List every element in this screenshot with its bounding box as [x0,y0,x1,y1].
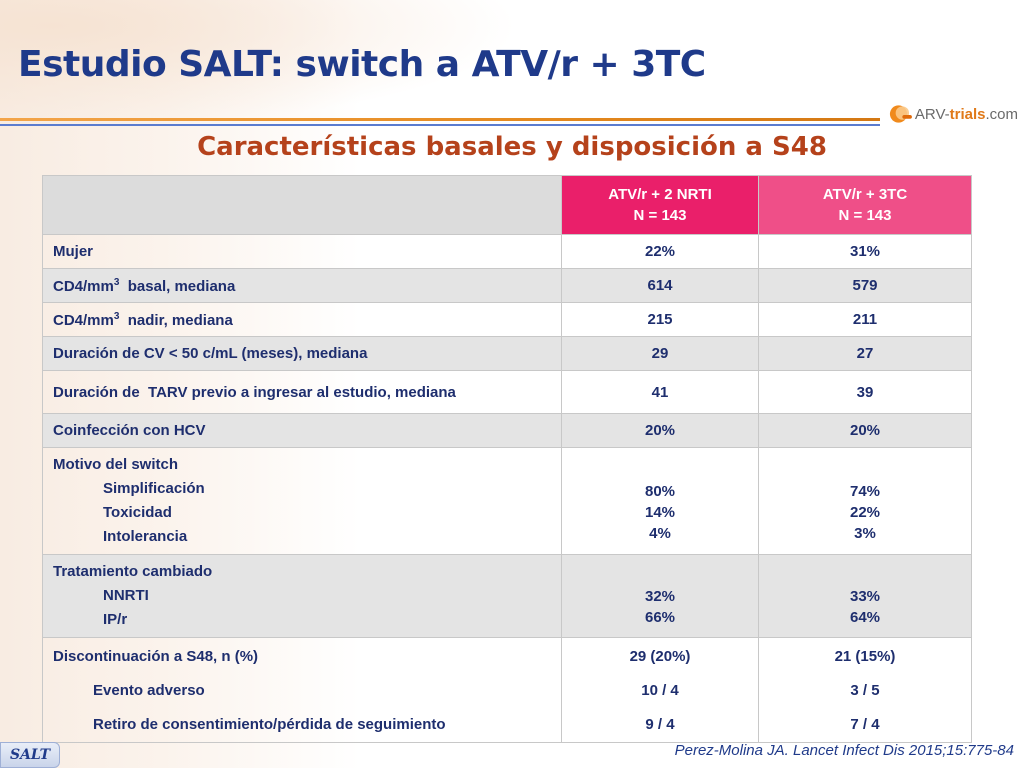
cell-arm1: 614 [561,268,759,303]
title-rule-orange [0,118,880,121]
table-row-switch-reason: Motivo del switch Simplificación Toxicid… [42,447,972,555]
cell-arm2: 20% [758,413,972,448]
changed-arm1-value: 32% [644,588,676,605]
switch-arm2-value: 3% [854,524,876,542]
changed-arm1-value: 66% [644,609,676,626]
changed-arm2-value: 33% [849,588,881,605]
table-row-discontinuation: Discontinuación a S48, n (%) Evento adve… [42,637,972,743]
discontinuation-arm2-value: 3 / 5 [850,682,880,699]
table-header-row: ATV/r + 2 NRTI N = 143 ATV/r + 3TC N = 1… [42,175,972,235]
background-glow-top [0,0,520,130]
row-label: Motivo del switch Simplificación Toxicid… [42,447,562,555]
table-row-changed-treatment: Tratamiento cambiado NNRTI IP/r 32% 66% … [42,554,972,638]
logo-text-main: ARV- [914,105,950,123]
discontinuation-arm2-value: 7 / 4 [850,716,880,733]
cell-arm1: 29 [561,336,759,371]
cell-arm1: 215 [561,302,759,337]
header-arm-atv-2nrti: ATV/r + 2 NRTI N = 143 [561,175,759,235]
header-arm1-name: ATV/r + 2 NRTI [608,186,712,203]
row-label-sup: 3 [113,276,120,288]
discontinuation-arm1-value: 10 / 4 [641,682,679,699]
table-row-mujer: Mujer 22% 31% [42,234,972,269]
cell-arm1: 22% [561,234,759,269]
table-row-cd4-nadir: CD4/mm3 nadir, mediana 215 211 [42,302,972,337]
discontinuation-label: Discontinuación a S48, n (%) [53,648,259,665]
cell-arm1: 29 (20%) 10 / 4 9 / 4 [561,637,759,743]
cell-arm2: 27 [758,336,972,371]
table-row-tarv-duration: Duración de TARV previo a ingresar al es… [42,370,972,414]
table-row-cv-duration: Duración de CV < 50 c/mL (meses), median… [42,336,972,371]
switch-arm1-value: 80% [644,482,676,500]
switch-reason-item: Toxicidad [103,504,172,521]
cell-arm1: 32% 66% [561,554,759,638]
table-row-cd4-basal: CD4/mm3 basal, mediana 614 579 [42,268,972,303]
cell-arm1: 20% [561,413,759,448]
switch-reason-label: Motivo del switch [53,456,179,473]
changed-treatment-item: NNRTI [103,587,149,604]
logo-text-accent: trials [949,105,986,123]
row-label: CD4/mm3 basal, mediana [42,268,562,303]
row-label-post: nadir, mediana [119,311,233,329]
header-blank-cell [42,175,562,235]
table-row-hcv: Coinfección con HCV 20% 20% [42,413,972,448]
cell-arm2: 21 (15%) 3 / 5 7 / 4 [758,637,972,743]
row-label: CD4/mm3 nadir, mediana [42,302,562,337]
row-label-pre: CD4/mm [53,277,114,295]
row-label: Tratamiento cambiado NNRTI IP/r [42,554,562,638]
changed-treatment-item: IP/r [103,611,128,628]
cell-arm2: 31% [758,234,972,269]
changed-arm2-value: 64% [849,609,881,626]
discontinuation-arm1-total: 29 (20%) [629,648,691,665]
header-arm1-n: N = 143 [633,207,687,224]
discontinuation-arm1-value: 9 / 4 [645,716,675,733]
row-label-pre: CD4/mm [53,311,114,329]
discontinuation-item: Retiro de consentimiento/pérdida de segu… [93,716,446,733]
header-arm-atv-3tc: ATV/r + 3TC N = 143 [758,175,972,235]
citation: Perez-Molina JA. Lancet Infect Dis 2015;… [674,742,1014,759]
row-label: Coinfección con HCV [42,413,562,448]
changed-treatment-label: Tratamiento cambiado [53,563,213,580]
row-label: Mujer [42,234,562,269]
row-label-sup: 3 [113,310,120,322]
cell-arm2: 33% 64% [758,554,972,638]
slide-title: Estudio SALT: switch a ATV/r + 3TC [18,44,706,85]
baseline-characteristics-table: ATV/r + 2 NRTI N = 143 ATV/r + 3TC N = 1… [42,175,972,743]
cell-arm2: 579 [758,268,972,303]
arv-trials-logo-icon [889,105,912,123]
discontinuation-item: Evento adverso [93,682,205,699]
cell-arm2: 211 [758,302,972,337]
cell-arm1: 80% 14% 4% [561,447,759,555]
cell-arm1: 41 [561,370,759,414]
cell-arm2: 39 [758,370,972,414]
logo-text: ARV-trials.com [915,106,1018,123]
salt-badge: SALT [0,742,60,768]
slide-subtitle: Características basales y disposición a … [197,132,827,162]
switch-arm2-value: 22% [849,503,881,521]
row-label: Duración de CV < 50 c/mL (meses), median… [42,336,562,371]
switch-reason-item: Intolerancia [103,528,188,545]
switch-arm1-value: 14% [644,503,676,521]
row-label-post: basal, mediana [119,277,236,295]
row-label: Duración de TARV previo a ingresar al es… [42,370,562,414]
arv-trials-logo: ARV-trials.com [888,100,1018,128]
title-rule-blue [0,124,880,126]
logo-text-suffix: .com [985,105,1018,123]
cell-arm2: 74% 22% 3% [758,447,972,555]
discontinuation-arm2-total: 21 (15%) [834,648,896,665]
switch-arm1-value: 4% [649,524,671,542]
header-arm2-n: N = 143 [838,207,892,224]
header-arm2-name: ATV/r + 3TC [822,186,908,203]
row-label: Discontinuación a S48, n (%) Evento adve… [42,637,562,743]
switch-reason-item: Simplificación [103,480,205,497]
switch-arm2-value: 74% [849,482,881,500]
